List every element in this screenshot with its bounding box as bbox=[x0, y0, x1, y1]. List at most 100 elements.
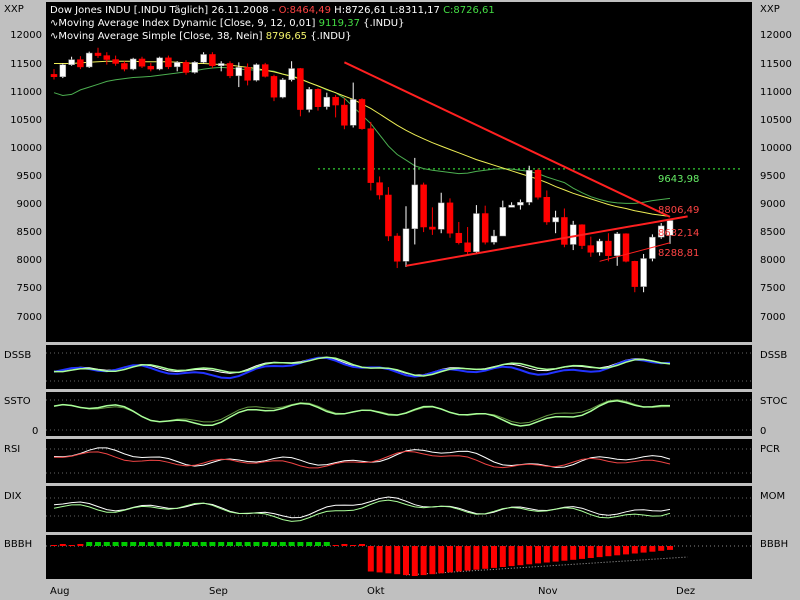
y-axis-tick-label: 8500 bbox=[760, 227, 786, 239]
bbbh-bar bbox=[579, 546, 585, 559]
bbbh-bar bbox=[165, 542, 172, 546]
pcr-line bbox=[53, 450, 671, 469]
candle-body bbox=[358, 99, 366, 129]
stoc-label-right: STOC bbox=[760, 396, 788, 407]
candle-body bbox=[525, 170, 533, 203]
x-axis-label-nov: Nov bbox=[538, 586, 558, 597]
legend-close: C:8726,61 bbox=[443, 5, 495, 16]
bbbh-bar bbox=[306, 542, 313, 546]
y-axis-tick-label: 11500 bbox=[760, 58, 792, 70]
y-axis-tick-label: 11500 bbox=[10, 58, 42, 70]
pcr-label-right: PCR bbox=[760, 444, 780, 455]
candle-body bbox=[552, 217, 559, 223]
bbbh-bar bbox=[429, 546, 436, 575]
bbbh-label-right: BBBH bbox=[760, 539, 789, 550]
support-value-label: 8288,81 bbox=[658, 248, 700, 259]
legend-high: H:8726,61 bbox=[331, 5, 387, 16]
bbbh-bar bbox=[543, 546, 550, 563]
candle-body bbox=[517, 202, 524, 206]
bbbh-bar bbox=[640, 546, 647, 553]
candle-body bbox=[490, 235, 498, 243]
bbbh-bar bbox=[77, 544, 84, 546]
bbbh-bar bbox=[403, 546, 409, 576]
bbbh-label-left: BBBH bbox=[4, 539, 33, 550]
y-axis-tick-label: 10500 bbox=[760, 114, 792, 126]
support-trendline bbox=[405, 215, 688, 267]
bbbh-bar bbox=[455, 546, 462, 572]
bbbh-bar bbox=[587, 546, 594, 558]
ssto-zero-right: 0 bbox=[760, 426, 767, 437]
rsi-indicator-panel[interactable] bbox=[46, 439, 752, 483]
rsi-plot bbox=[46, 447, 752, 474]
bbbh-bar bbox=[491, 546, 497, 568]
y-axis-tick-label: 8000 bbox=[16, 255, 42, 267]
candle-body bbox=[182, 62, 190, 73]
bbbh-bar bbox=[411, 546, 418, 576]
bbbh-bar bbox=[464, 546, 471, 571]
legend-ma-simple-row[interactable]: ∿Moving Average Simple [Close, 38, Nein]… bbox=[50, 30, 495, 43]
candle-body bbox=[622, 233, 630, 262]
bbbh-bar bbox=[596, 546, 603, 558]
candle-body bbox=[420, 184, 427, 228]
ma-simple-line bbox=[54, 60, 671, 217]
legend-ma-dynamic-suffix: {.INDU} bbox=[359, 18, 405, 29]
legend-ma-dynamic-row[interactable]: ∿Moving Average Index Dynamic [Close, 9,… bbox=[50, 17, 495, 30]
candle-body bbox=[464, 242, 471, 253]
bbbh-bar bbox=[447, 546, 453, 573]
legend-low: L:8311,17 bbox=[386, 5, 444, 16]
dssb-plot bbox=[46, 352, 752, 382]
candle-body bbox=[341, 104, 348, 126]
resistance-trendline bbox=[343, 61, 671, 218]
bbbh-bar bbox=[499, 546, 506, 567]
bbbh-bar bbox=[570, 546, 577, 560]
bbbh-bar bbox=[385, 546, 392, 574]
dix-indicator-panel[interactable] bbox=[46, 486, 752, 532]
bbbh-bar bbox=[262, 542, 269, 546]
bbbh-bar bbox=[517, 546, 524, 566]
candle-body bbox=[297, 68, 304, 110]
y-axis-tick-label: 11000 bbox=[10, 86, 42, 98]
bbbh-bar bbox=[561, 546, 568, 561]
bbbh-bar bbox=[658, 546, 665, 551]
candle-body bbox=[349, 99, 357, 126]
bbbh-bar bbox=[332, 545, 339, 546]
dssb-indicator-panel[interactable] bbox=[46, 345, 752, 389]
main-price-chart[interactable]: Dow Jones INDU [.INDU Täglich] 26.11.200… bbox=[46, 2, 752, 342]
y-axis-tick-label: 10500 bbox=[10, 114, 42, 126]
wave-icon: ∿ bbox=[50, 31, 59, 42]
candle-body bbox=[129, 58, 137, 70]
chart-legend: Dow Jones INDU [.INDU Täglich] 26.11.200… bbox=[50, 4, 495, 43]
bbbh-bar bbox=[605, 546, 612, 557]
legend-title: Dow Jones INDU [.INDU Täglich] 26.11.200… bbox=[50, 5, 279, 16]
bbbh-bar bbox=[218, 542, 225, 546]
bbbh-bar bbox=[315, 542, 321, 546]
candle-body bbox=[279, 79, 287, 98]
candle-body bbox=[332, 96, 339, 106]
bbbh-bar bbox=[535, 546, 541, 564]
y-axis-tick-label: 8000 bbox=[760, 255, 786, 267]
bbbh-bar bbox=[323, 542, 330, 546]
mom-line bbox=[53, 499, 671, 522]
bbbh-bar bbox=[51, 545, 57, 546]
bbbh-bar bbox=[649, 546, 656, 552]
ssto-indicator-panel[interactable] bbox=[46, 392, 752, 436]
ssto-slow-line bbox=[53, 399, 671, 424]
bbbh-bar bbox=[623, 546, 629, 555]
candle-body bbox=[173, 62, 181, 68]
legend-ma-dynamic-value: 9119,37 bbox=[318, 18, 360, 29]
candlestick-chart[interactable] bbox=[46, 2, 752, 342]
y-axis-tick-label: 7500 bbox=[760, 283, 786, 295]
bbbh-trend-line bbox=[405, 556, 688, 576]
candle-body bbox=[59, 64, 67, 77]
bbbh-bar bbox=[244, 542, 251, 546]
candle-body bbox=[147, 66, 155, 70]
candle-body bbox=[534, 170, 542, 198]
bbbh-bar bbox=[139, 542, 145, 546]
candle-body bbox=[596, 240, 603, 253]
candle-body bbox=[217, 63, 225, 66]
bbbh-indicator-panel[interactable] bbox=[46, 535, 752, 579]
bbbh-bar bbox=[508, 546, 515, 567]
legend-title-row: Dow Jones INDU [.INDU Täglich] 26.11.200… bbox=[50, 4, 495, 17]
dix-line bbox=[53, 496, 671, 519]
bbbh-bar bbox=[227, 542, 233, 546]
